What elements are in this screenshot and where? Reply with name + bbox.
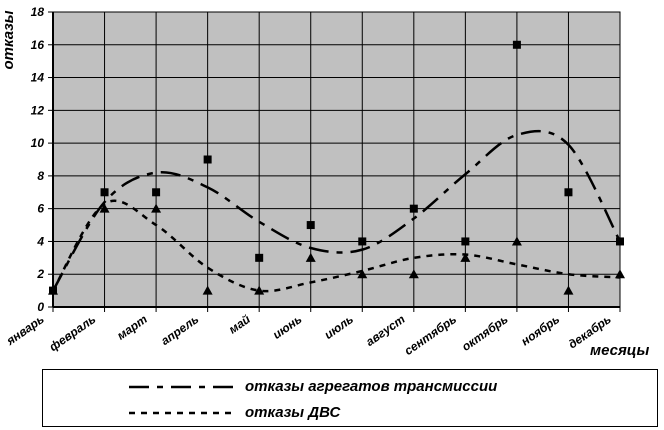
data-point-triangle	[254, 285, 265, 295]
y-axis-label: отказы	[0, 10, 17, 69]
data-point-square	[306, 221, 315, 230]
legend-swatch-short-dash	[129, 411, 235, 415]
x-tick-label: март	[114, 312, 150, 343]
y-tick-label: 16	[31, 38, 45, 52]
y-tick-label: 8	[37, 169, 44, 183]
data-point-triangle	[305, 252, 316, 262]
x-tick-label: ноябрь	[518, 312, 562, 348]
x-tick-labels: январь февраль март апрель май июнь июль август…	[3, 312, 614, 358]
data-point-triangle	[48, 285, 58, 295]
data-point-square	[616, 237, 624, 246]
legend: отказы агрегатов трансмиссии отказы ДВС	[42, 369, 658, 427]
trend-lines	[51, 129, 622, 293]
data-markers	[48, 40, 625, 295]
y-tick-label: 12	[31, 103, 45, 117]
x-tick-label: май	[226, 312, 253, 337]
series-line	[51, 129, 622, 292]
data-point-triangle	[151, 203, 162, 213]
y-tick-label: 14	[31, 71, 45, 85]
data-point-square	[409, 204, 418, 213]
data-point-triangle	[563, 285, 574, 295]
legend-item-transmission: отказы агрегатов трансмиссии	[43, 376, 657, 398]
y-tick-label: 18	[31, 5, 45, 19]
x-tick-label: октябрь	[459, 312, 510, 354]
axes	[48, 11, 621, 312]
y-tick-label: 4	[36, 234, 44, 248]
x-axis-label: месяцы	[590, 342, 649, 359]
x-tick-label: июнь	[270, 312, 304, 342]
data-point-triangle	[460, 252, 471, 262]
y-tick-labels: 0 2 4 6 8 10 12 14 16 18	[31, 5, 45, 314]
y-tick-label: 2	[36, 267, 44, 281]
data-point-triangle	[408, 269, 419, 279]
y-tick-label: 10	[31, 136, 45, 150]
data-point-square	[512, 40, 521, 49]
data-point-square	[203, 155, 212, 164]
data-point-square	[358, 237, 367, 246]
data-point-square	[100, 188, 109, 197]
legend-label-transmission: отказы агрегатов трансмиссии	[245, 378, 498, 395]
data-point-triangle	[615, 269, 625, 279]
x-tick-label: июль	[322, 312, 356, 342]
data-point-square	[255, 253, 264, 262]
series-line	[51, 199, 621, 293]
data-point-square	[152, 188, 161, 197]
x-tick-label: январь	[3, 312, 47, 348]
data-point-triangle	[511, 236, 522, 246]
data-point-square	[461, 237, 470, 246]
x-tick-label: февраль	[47, 312, 99, 354]
legend-label-engine: отказы ДВС	[245, 404, 341, 421]
y-tick-label: 6	[37, 202, 44, 216]
legend-swatch-long-dash	[129, 385, 235, 389]
x-tick-label: апрель	[158, 312, 201, 348]
data-point-square	[564, 188, 573, 197]
data-point-triangle	[202, 285, 213, 295]
plot-area	[52, 11, 621, 308]
x-tick-label: сентябрь	[402, 312, 459, 358]
legend-item-engine: отказы ДВС	[43, 402, 657, 424]
data-point-triangle	[357, 269, 368, 279]
y-tick-label: 0	[37, 300, 44, 314]
x-tick-label: август	[363, 312, 408, 349]
data-point-triangle	[99, 203, 110, 213]
